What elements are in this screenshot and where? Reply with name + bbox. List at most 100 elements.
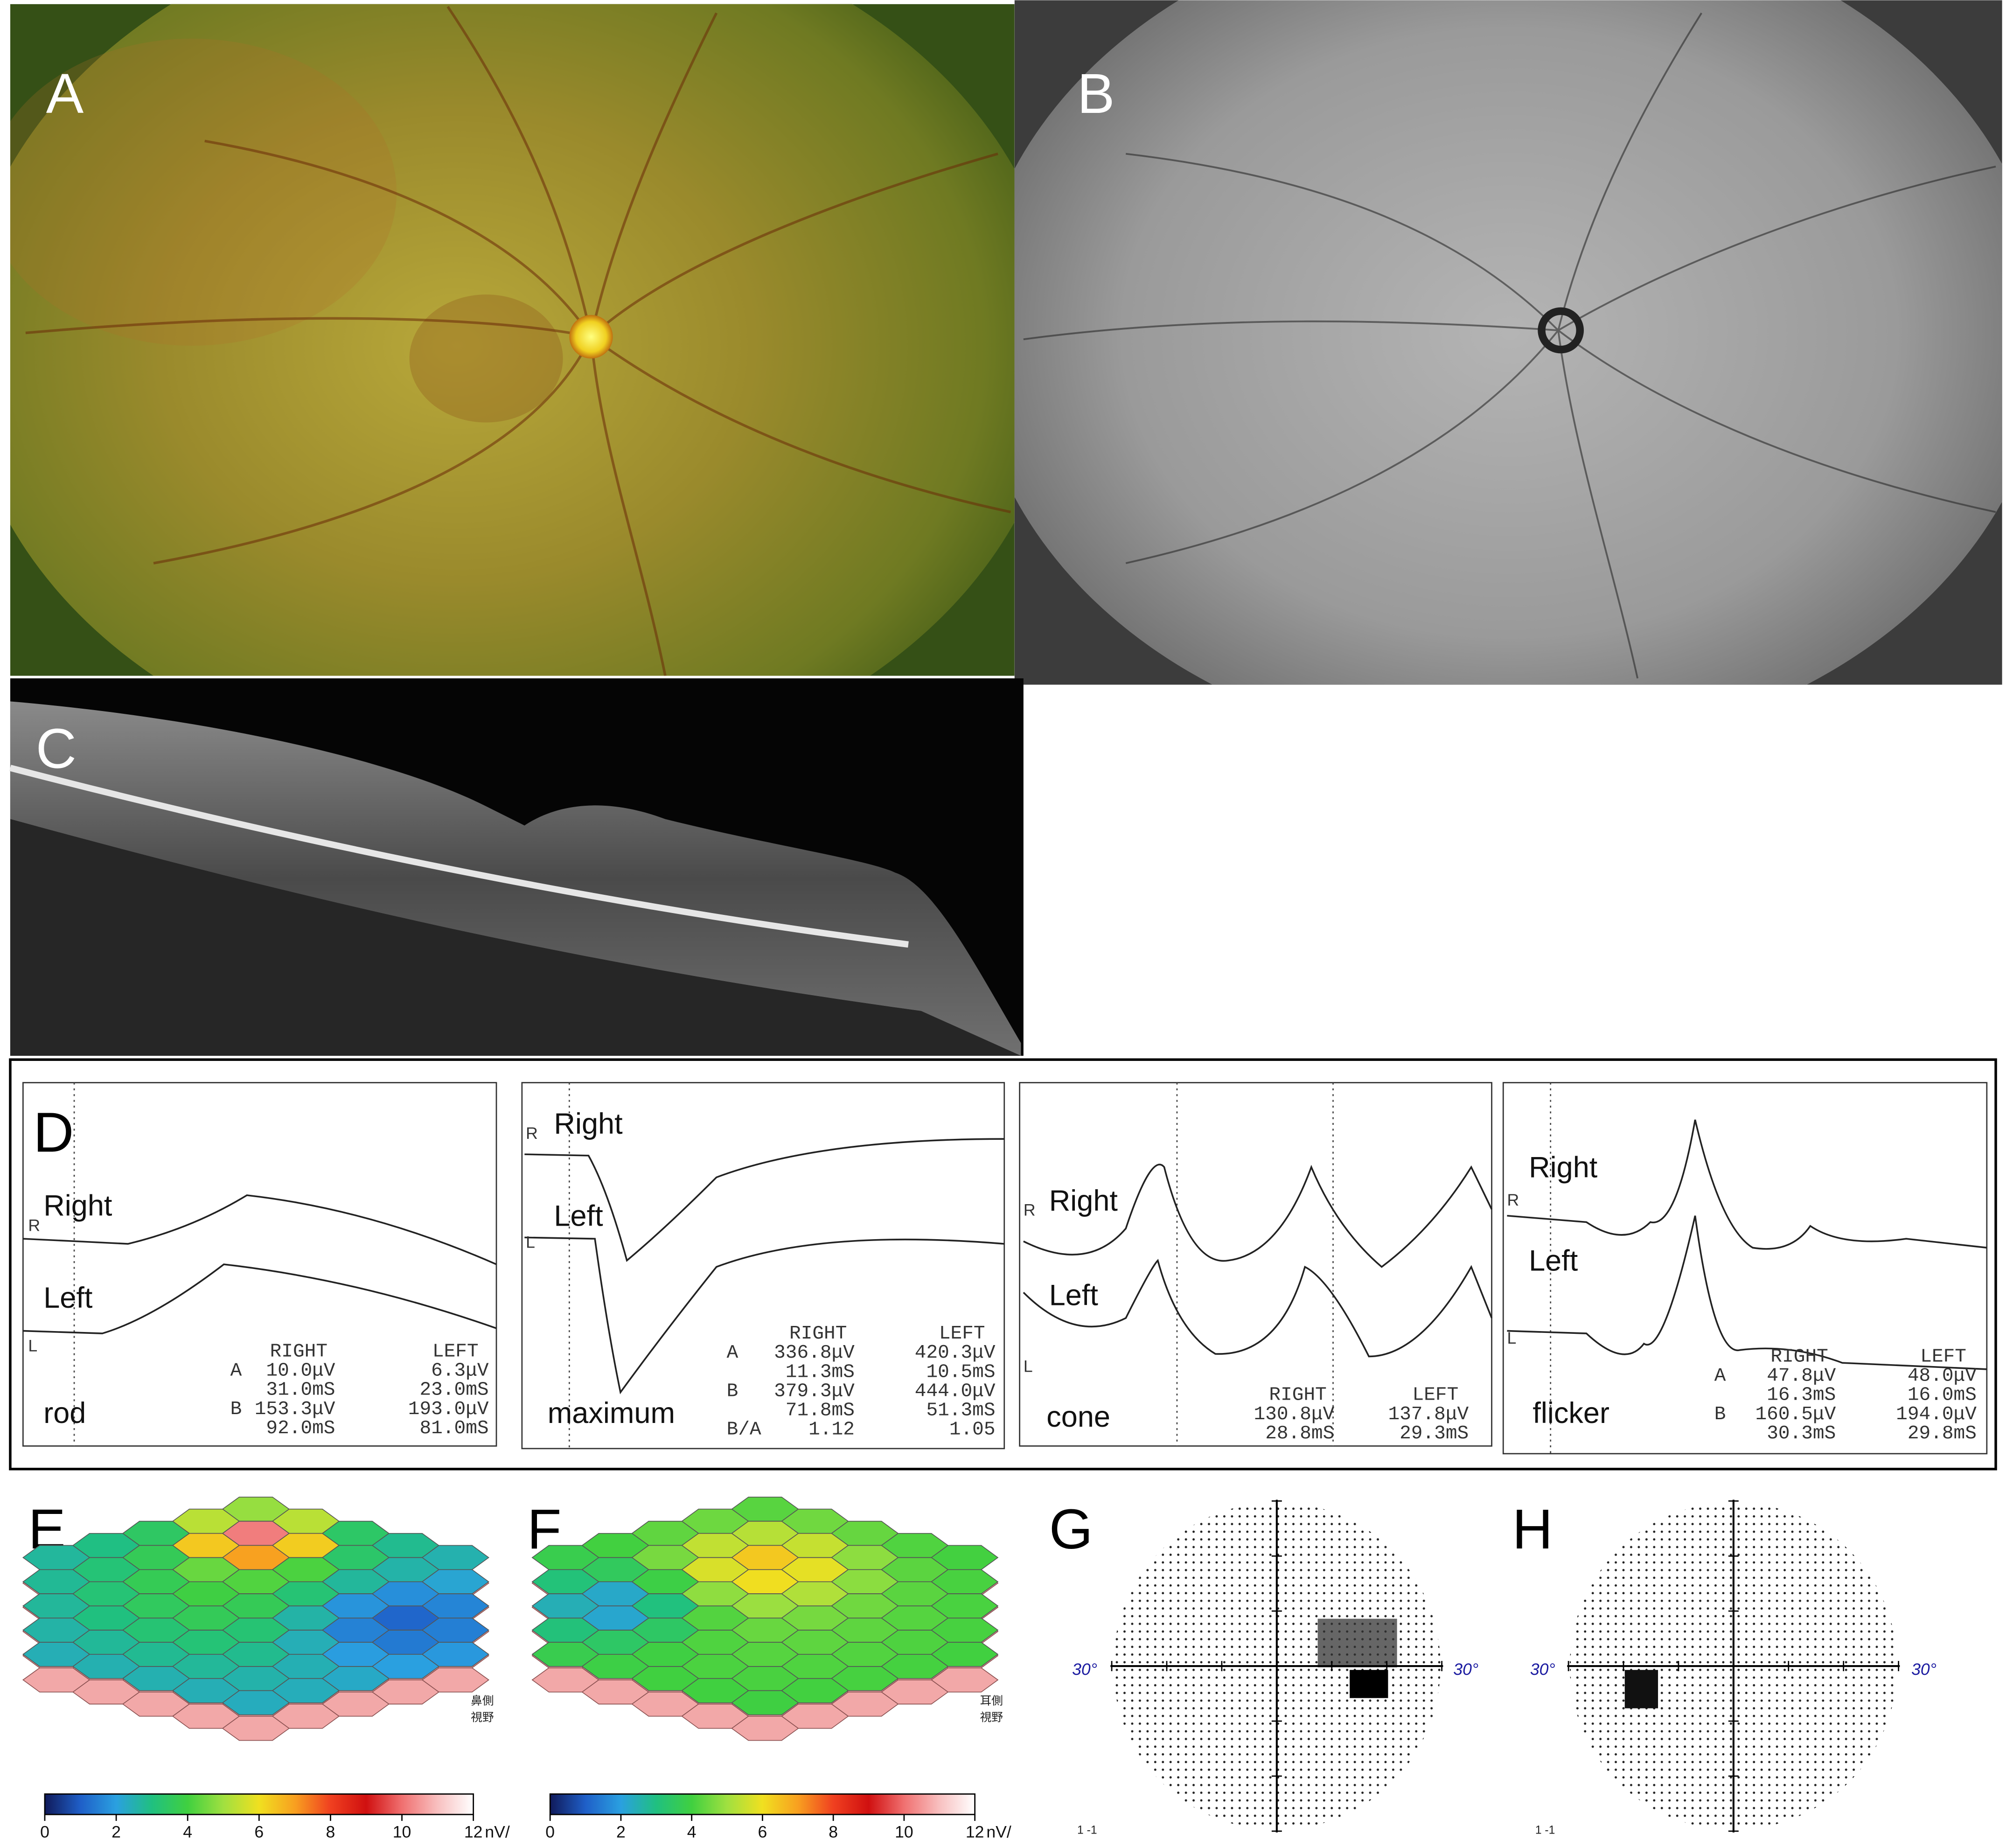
macula [409,294,563,423]
erg-trace [1023,1259,1493,1358]
trace-label: Right [43,1190,112,1222]
trace-marker: R [526,1124,538,1143]
erg-plot-frame [1502,1082,1988,1455]
table-cell: 130.8μV [1254,1404,1335,1425]
colorbar-unit: nV/ [986,1823,1011,1841]
choroid [10,819,1021,1056]
scale-note: 1 -1 [1535,1824,1555,1836]
panel-label: D [33,1101,74,1164]
colorbar-tick-label: 2 [111,1823,121,1841]
table-key: B [230,1399,242,1420]
trace-label: Right [1529,1151,1598,1184]
trace-label: Left [554,1200,603,1233]
colorbar-tick-label: 6 [758,1823,767,1841]
colorbar-tick-label: 8 [829,1823,838,1841]
extent-label: 30° [1911,1660,1936,1679]
trace-label: Left [1049,1279,1099,1312]
table-cell: 153.3μV [255,1399,335,1420]
table-header: RIGHT [789,1323,847,1345]
af-image [1014,0,2002,685]
trace-marker: L [526,1233,535,1251]
side-note: 視野 [471,1711,494,1724]
table-cell: 379.3μV [774,1381,855,1402]
colorbar-tick-label: 0 [40,1823,49,1841]
table-key: A [230,1360,242,1382]
colorbar-tick-label: 0 [545,1823,555,1841]
table-cell: 28.8mS [1265,1423,1334,1444]
hex-cell [731,1690,799,1716]
table-cell: 31.0mS [266,1380,335,1401]
autofluorescence-panel: B [1014,0,2002,685]
vessel [1557,12,1702,331]
trace-marker: L [1024,1357,1033,1375]
vessel [1558,329,1996,513]
vessel [1557,330,1639,679]
table-cell: 92.0mS [266,1418,335,1439]
fundus-color-panel: A [10,4,1015,676]
table-key: B [1714,1404,1726,1425]
trace-label: rod [43,1397,86,1430]
colorbar-tick-label: 2 [616,1823,626,1841]
vessel [590,12,718,337]
erg-trace [23,1194,497,1265]
trace-label: Left [43,1282,93,1314]
table-header: LEFT [1920,1346,1966,1367]
table-cell: 29.8mS [1908,1423,1977,1444]
colorbar-tick-label: 10 [895,1823,913,1841]
table-cell: 420.3μV [915,1342,996,1364]
table-cell: 10.0μV [266,1360,335,1382]
vessel [25,317,592,338]
table-cell: 10.5mS [926,1361,995,1383]
trace-label: Right [554,1108,623,1140]
table-cell: 16.3mS [1767,1385,1836,1406]
trace-label: cone [1046,1401,1110,1433]
vessel [153,336,592,565]
trace-label: Right [1049,1185,1118,1217]
trace-marker: L [28,1336,37,1355]
table-cell: 1.12 [808,1419,855,1441]
table-key: A [727,1342,738,1364]
vessel [590,335,1011,514]
erg-plot-frame [1019,1082,1492,1447]
erg-trace [23,1263,497,1334]
visual-field-panels: G H 30° 30° 30° 30° 1 -1 1 -1 [1049,1498,1936,1837]
colorbar-tick-label: 12 [464,1823,483,1841]
table-cell: 29.3mS [1400,1423,1469,1444]
erg-trace [524,1236,1004,1395]
trace-marker: R [1024,1201,1036,1220]
panel-label: B [1077,62,1114,125]
table-cell: 160.5μV [1755,1404,1836,1425]
table-key: B [727,1381,738,1402]
erg-trace [1507,1119,1987,1250]
colorbar-tick-label: 10 [393,1823,411,1841]
vessel [446,6,592,337]
side-note: 耳側 [980,1694,1003,1707]
erg-trace [1507,1215,1987,1370]
table-cell: 23.0mS [419,1380,488,1401]
erg-frame [9,1058,1997,1471]
erg-plot-frame [521,1082,1005,1450]
vessel [1558,166,1996,331]
rpe-band [9,765,909,948]
table-cell: 11.3mS [786,1361,855,1383]
optic-disc [1538,307,1584,354]
erg-trace [1023,1164,1493,1268]
vessel [1023,320,1559,341]
trace-marker: R [28,1216,40,1235]
hex-skirt [222,1716,290,1741]
erg-panel: D Right Left rod R L RIGHT LEFT A 10.0μV 6.3μV 31.… [9,1058,1997,1471]
extent-label: 30° [1453,1660,1478,1679]
vf-defect [1624,1670,1658,1709]
vf-defect [1317,1618,1397,1667]
panel-label: A [46,62,84,125]
side-note: 視野 [980,1711,1003,1724]
trace-label: flicker [1532,1397,1609,1430]
colorbar [549,1793,976,1815]
vessel [590,152,998,338]
table-header: RIGHT [270,1341,327,1362]
vessel [1125,329,1559,565]
vessel [590,336,667,676]
table-cell: 81.0mS [419,1418,488,1439]
table-cell: 30.3mS [1767,1423,1836,1444]
